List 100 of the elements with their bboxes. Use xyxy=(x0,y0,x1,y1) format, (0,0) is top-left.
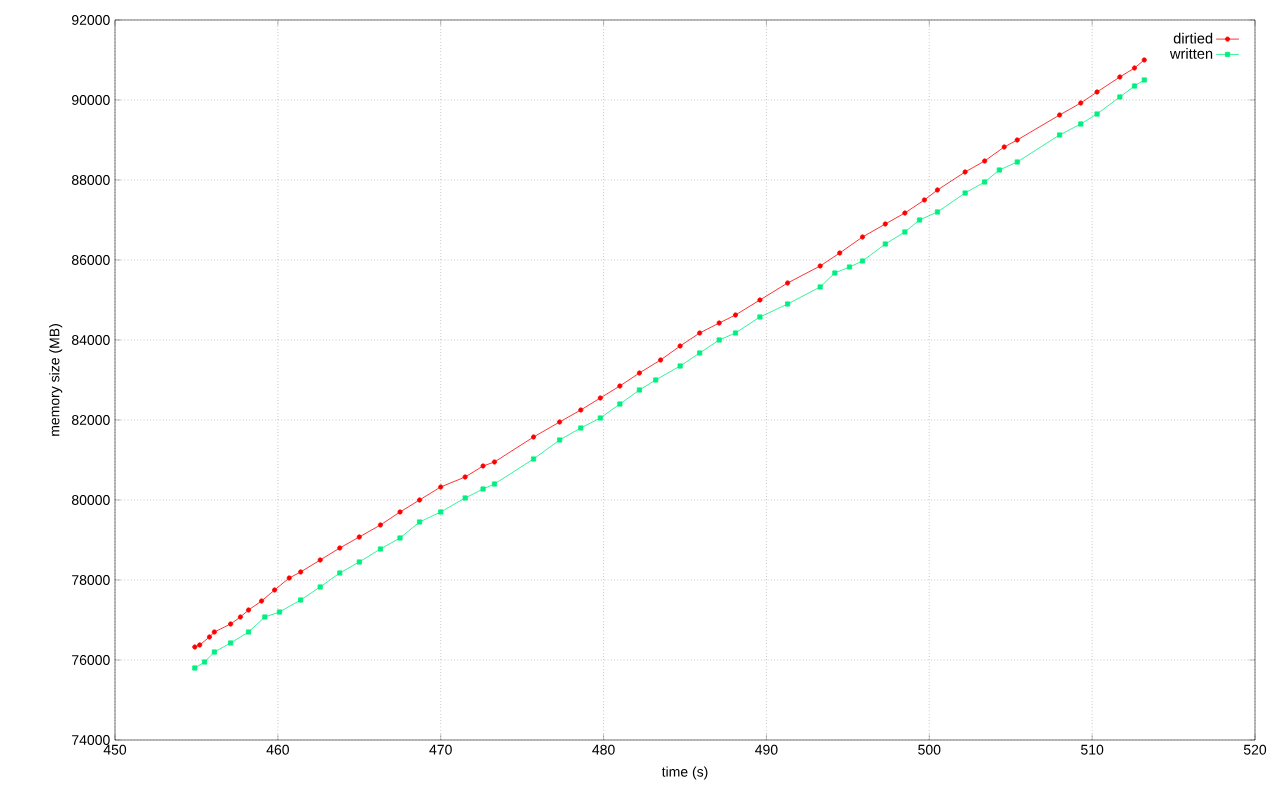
point xyxy=(272,587,278,593)
point xyxy=(1057,132,1063,138)
point xyxy=(1094,111,1100,117)
point xyxy=(697,350,703,356)
point xyxy=(228,640,234,646)
point xyxy=(206,634,212,640)
point xyxy=(934,187,940,193)
y-tick-label: 80000 xyxy=(71,495,110,505)
point xyxy=(636,370,642,376)
point xyxy=(1141,57,1147,63)
point xyxy=(438,509,444,515)
y-tick-label: 76000 xyxy=(72,655,110,665)
point xyxy=(557,419,563,425)
point xyxy=(192,644,198,650)
y-tick-label: 82000 xyxy=(71,415,110,425)
point xyxy=(462,474,468,480)
point xyxy=(397,509,403,515)
point xyxy=(578,425,584,431)
x-tick-label: 520 xyxy=(1243,744,1267,755)
point xyxy=(716,320,722,326)
point xyxy=(491,459,497,465)
point xyxy=(1117,74,1123,80)
point xyxy=(921,197,927,203)
y-tick-label: 74000 xyxy=(72,735,110,745)
point xyxy=(677,343,683,349)
x-tick-label: 470 xyxy=(429,744,452,755)
point xyxy=(1141,77,1147,83)
point xyxy=(491,481,497,487)
point xyxy=(658,357,664,363)
point xyxy=(902,210,908,216)
point xyxy=(785,301,791,307)
point xyxy=(377,522,383,528)
point xyxy=(653,377,659,383)
point xyxy=(578,407,584,413)
point xyxy=(202,659,208,665)
y-tick-label: 88000 xyxy=(71,175,110,185)
y-tick-label: 78000 xyxy=(72,575,110,585)
point xyxy=(732,330,739,336)
point xyxy=(697,330,703,336)
point xyxy=(1117,94,1123,100)
point xyxy=(962,190,968,196)
x-tick-label: 500 xyxy=(918,744,941,755)
point xyxy=(846,264,853,270)
legend-label: written xyxy=(1169,48,1213,59)
point xyxy=(417,497,423,503)
point xyxy=(859,234,866,240)
point xyxy=(1057,112,1063,118)
point xyxy=(462,495,468,501)
point xyxy=(617,401,623,407)
point xyxy=(817,263,823,269)
point xyxy=(1014,137,1020,143)
point xyxy=(757,297,763,303)
point xyxy=(982,179,988,185)
y-axis-title: memory size (MB) xyxy=(49,324,63,436)
point xyxy=(531,456,537,462)
point xyxy=(934,209,940,215)
point xyxy=(902,229,908,235)
x-tick-label: 460 xyxy=(266,744,289,755)
point xyxy=(480,486,486,492)
point xyxy=(785,280,791,286)
point xyxy=(259,598,265,604)
point xyxy=(617,383,623,389)
point xyxy=(298,569,304,575)
point xyxy=(397,535,403,541)
y-tick-label: 84000 xyxy=(71,335,110,345)
legend-label: dirtied xyxy=(1173,32,1213,44)
point xyxy=(1014,159,1020,165)
point xyxy=(531,434,537,440)
point xyxy=(1094,89,1100,95)
point xyxy=(1078,121,1084,127)
point xyxy=(597,395,603,401)
point xyxy=(262,614,268,620)
point xyxy=(636,387,642,393)
point xyxy=(211,629,217,635)
point xyxy=(757,314,763,320)
point xyxy=(1131,65,1138,71)
point xyxy=(417,519,423,525)
point xyxy=(832,270,838,276)
y-tick-label: 92000 xyxy=(72,15,110,25)
point xyxy=(356,534,362,540)
point xyxy=(197,642,203,648)
point xyxy=(337,570,343,576)
point xyxy=(480,463,486,469)
point xyxy=(438,484,444,490)
point xyxy=(317,584,323,590)
point xyxy=(732,312,739,318)
x-axis-title: time (s) xyxy=(661,766,708,780)
point xyxy=(298,597,304,603)
x-tick-label: 510 xyxy=(1081,744,1104,755)
point xyxy=(916,217,923,223)
point xyxy=(246,629,252,635)
y-tick-label: 86000 xyxy=(71,255,110,265)
point xyxy=(276,609,283,615)
x-tick-label: 450 xyxy=(103,744,127,755)
point xyxy=(859,258,866,264)
point xyxy=(377,546,383,552)
point xyxy=(228,621,234,627)
point xyxy=(211,649,217,655)
point xyxy=(317,557,323,563)
y-tick-label: 90000 xyxy=(72,95,110,105)
